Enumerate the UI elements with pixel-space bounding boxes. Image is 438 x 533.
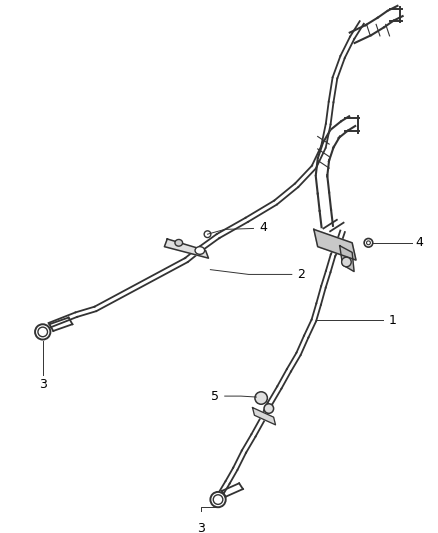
- Ellipse shape: [195, 247, 205, 254]
- Ellipse shape: [264, 404, 274, 414]
- Text: 1: 1: [389, 314, 396, 327]
- Polygon shape: [314, 229, 356, 260]
- Ellipse shape: [342, 257, 351, 266]
- Text: 4: 4: [415, 236, 423, 249]
- Ellipse shape: [175, 239, 183, 246]
- Text: 3: 3: [197, 522, 205, 533]
- Text: 3: 3: [39, 378, 47, 391]
- Text: 4: 4: [259, 221, 267, 234]
- Text: 5: 5: [211, 390, 219, 402]
- Text: 2: 2: [297, 268, 305, 281]
- Polygon shape: [340, 246, 354, 271]
- Polygon shape: [164, 239, 208, 258]
- Polygon shape: [253, 408, 276, 425]
- Ellipse shape: [255, 392, 267, 404]
